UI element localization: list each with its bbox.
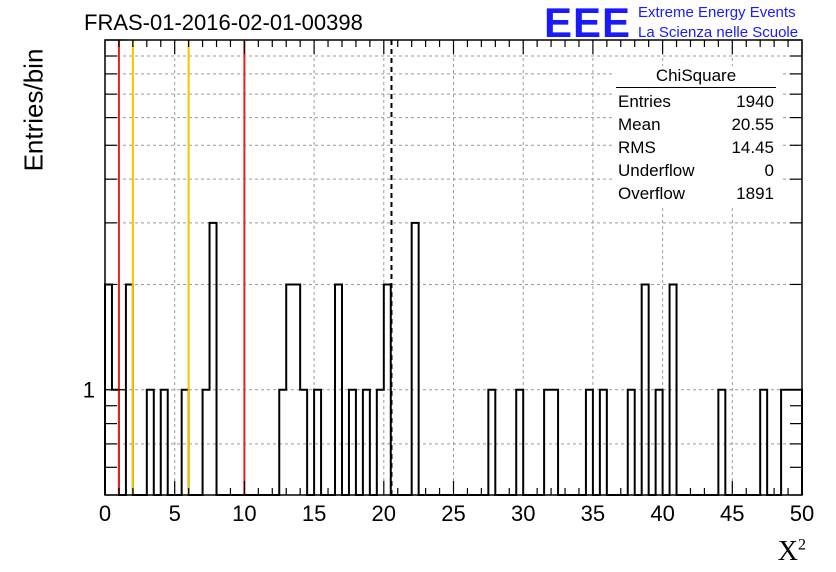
stats-row: Underflow 0 [612, 159, 780, 182]
stats-row: Mean 20.55 [612, 113, 780, 136]
histogram-bin [600, 390, 607, 495]
y-axis-label: Entries/bin [18, 48, 49, 172]
x-tick-label: 0 [99, 501, 111, 526]
histogram-bin [384, 284, 391, 495]
histogram-bin [628, 390, 635, 495]
eee-logo: EEE [544, 0, 632, 46]
histogram-bin [551, 390, 558, 495]
x-tick-label: 45 [720, 501, 744, 526]
stats-value: 1891 [736, 184, 774, 203]
histogram-bin [203, 390, 210, 495]
histogram-bin [760, 390, 767, 495]
y-tick-label: 1 [83, 378, 95, 403]
histogram-bin [126, 284, 133, 495]
x-axis-label-base: X [777, 536, 798, 567]
histogram-bin [670, 284, 677, 495]
histogram-bin [377, 390, 384, 495]
logo-caption-1: Extreme Energy Events [638, 4, 796, 21]
stats-row: Entries 1940 [612, 90, 780, 113]
histogram-bin [182, 390, 189, 495]
histogram-bin [656, 390, 663, 495]
stats-box: ChiSquare Entries 1940 Mean 20.55 RMS 14.45… [612, 66, 780, 205]
x-tick-label: 35 [581, 501, 605, 526]
stats-title: ChiSquare [616, 66, 776, 88]
histogram-bin [314, 390, 321, 495]
tick-labels: 0 5 10 15 20 25 30 35 40 45 50 1 [83, 378, 814, 526]
histogram-bin [781, 390, 788, 495]
histogram-bin [363, 390, 370, 495]
histogram-bin [349, 390, 356, 495]
x-tick-label: 40 [650, 501, 674, 526]
histogram-bin [293, 284, 300, 495]
histogram-bin [161, 390, 168, 495]
x-axis-label: X2 [778, 536, 806, 568]
logo-caption-2: La Scienza nelle Scuole [638, 24, 799, 41]
histogram-bin [412, 223, 419, 495]
stats-value: 0 [764, 161, 774, 180]
histogram-bin [516, 390, 523, 495]
x-tick-label: 30 [511, 501, 535, 526]
stats-value: 20.55 [731, 115, 774, 134]
x-tick-label: 50 [790, 501, 814, 526]
stats-label: Underflow [618, 161, 695, 180]
histogram-bin [335, 284, 342, 495]
stats-row: Overflow 1891 [612, 182, 780, 205]
histogram-bin [286, 284, 293, 495]
x-tick-label: 25 [441, 501, 465, 526]
histogram-bin [488, 390, 495, 495]
x-axis-label-sup: 2 [798, 536, 806, 554]
histogram-bin [300, 390, 307, 495]
histogram-bin [147, 390, 154, 495]
histogram-bin [642, 284, 649, 495]
stats-label: RMS [618, 138, 656, 157]
axis-ticks [104, 39, 803, 496]
x-tick-label: 5 [169, 501, 181, 526]
stats-label: Mean [618, 115, 661, 134]
histogram-bin [544, 390, 551, 495]
stats-label: Overflow [618, 184, 686, 203]
chart-title: FRAS-01-2016-02-01-00398 [84, 10, 363, 35]
stats-row: RMS 14.45 [612, 136, 780, 159]
reference-lines [117, 40, 393, 495]
x-tick-label: 20 [372, 501, 396, 526]
histogram-bin [279, 390, 286, 495]
x-tick-label: 15 [302, 501, 326, 526]
histogram-bin [210, 223, 217, 495]
x-tick-label: 10 [232, 501, 256, 526]
stats-label: Entries [618, 92, 671, 111]
stats-value: 1940 [736, 92, 774, 111]
histogram-bin [586, 390, 593, 495]
histogram-bin [718, 390, 725, 495]
stats-value: 14.45 [731, 138, 774, 157]
